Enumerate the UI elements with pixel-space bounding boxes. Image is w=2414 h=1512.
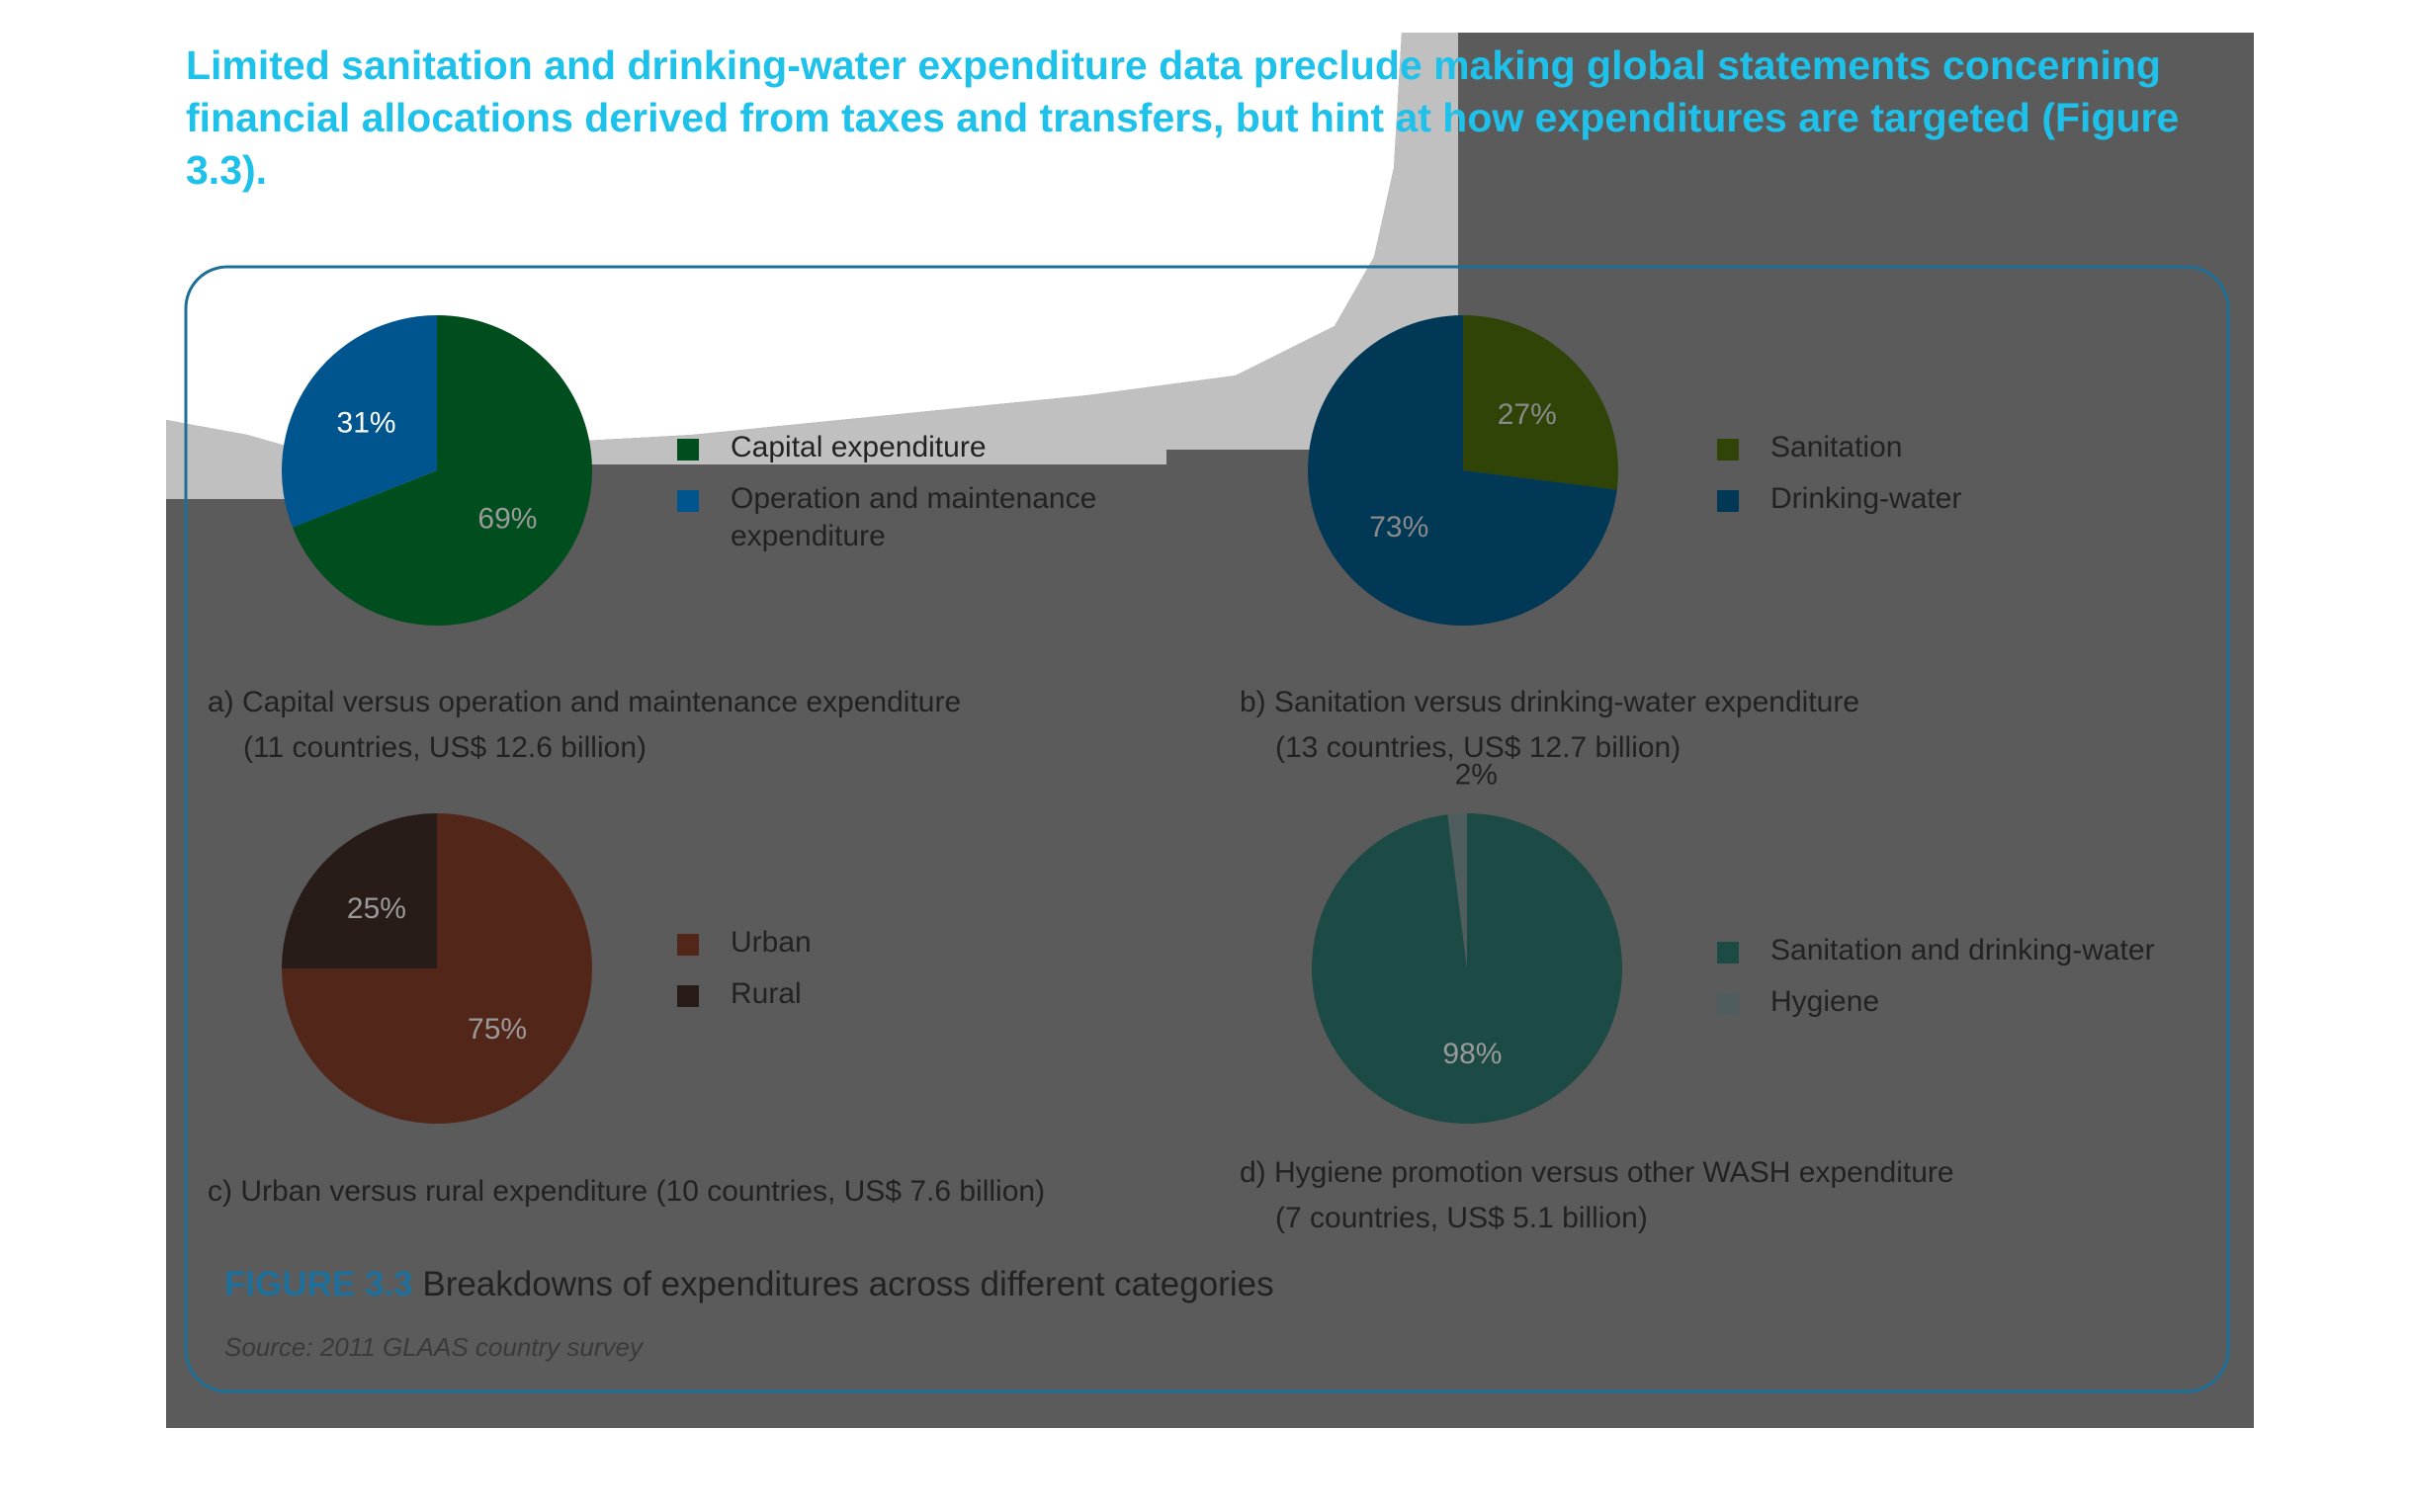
legend-swatch-om <box>677 490 699 512</box>
legend-item-urban: Urban <box>677 924 812 962</box>
pie-b-slice-0 <box>1463 315 1619 490</box>
legend-label-om: Operation and maintenance <box>731 482 1097 515</box>
legend-label-hygiene: Hygiene <box>1770 985 1880 1018</box>
legend-swatch-wash <box>1717 942 1739 964</box>
caption-c: c) Urban versus rural expenditure (10 co… <box>208 1169 1045 1215</box>
legend-c: Urban Rural <box>677 924 812 1027</box>
legend-item-hygiene: Hygiene <box>1717 983 2155 1021</box>
legend-label-rural: Rural <box>731 977 802 1010</box>
legend-item-rural: Rural <box>677 975 812 1013</box>
legend-swatch-urban <box>677 934 699 956</box>
caption-d: d) Hygiene promotion versus other WASH e… <box>1240 1150 1954 1241</box>
caption-a: a) Capital versus operation and maintena… <box>208 680 961 771</box>
legend-item-wash: Sanitation and drinking-water <box>1717 932 2155 969</box>
pie-a-slice-1-label: 31% <box>337 406 396 439</box>
pie-d-slice-1-label: 2% <box>1455 758 1498 791</box>
caption-a-line2: (11 countries, US$ 12.6 billion) <box>243 731 647 764</box>
figure-title: FIGURE 3.3 Breakdowns of expenditures ac… <box>224 1265 1274 1304</box>
legend-item-sanitation: Sanitation <box>1717 429 1961 466</box>
legend-swatch-rural <box>677 985 699 1007</box>
pie-a-slice-0-label: 69% <box>477 503 537 536</box>
intro-paragraph: Limited sanitation and drinking-water ex… <box>186 42 2180 193</box>
pie-b-slice-1 <box>1308 315 1617 627</box>
legend-label-urban: Urban <box>731 926 812 959</box>
legend-label-om-line2: expenditure <box>731 520 886 552</box>
caption-d-line1: d) Hygiene promotion versus other WASH e… <box>1240 1156 1954 1189</box>
legend-label-drinking-water: Drinking-water <box>1770 482 1962 515</box>
legend-item-drinking-water: Drinking-water <box>1717 480 1961 518</box>
caption-b-line2: (13 countries, US$ 12.7 billion) <box>1275 731 1681 764</box>
pie-d-slice-0 <box>1312 813 1623 1125</box>
pie-a-slice-0 <box>293 315 593 627</box>
legend-item-om: Operation and maintenance expenditure <box>677 480 1096 555</box>
caption-c-line1: c) Urban versus rural expenditure (10 co… <box>208 1175 1046 1208</box>
legend-swatch-drinking-water <box>1717 490 1739 512</box>
pie-c-slice-1 <box>282 813 437 968</box>
pie-d-slice-1 <box>1447 813 1467 968</box>
pie-b-slice-0-label: 27% <box>1498 398 1557 431</box>
legend-label-capital: Capital expenditure <box>731 431 987 463</box>
legend-label-sanitation: Sanitation <box>1770 431 1903 463</box>
pie-c-slice-0-label: 75% <box>468 1013 527 1046</box>
figure-title-text: Breakdowns of expenditures across differ… <box>422 1265 1274 1303</box>
legend-swatch-sanitation <box>1717 439 1739 461</box>
figure-number: FIGURE 3.3 <box>224 1265 413 1303</box>
figure-source: Source: 2011 GLAAS country survey <box>224 1332 643 1362</box>
caption-b-line1: b) Sanitation versus drinking-water expe… <box>1240 686 1859 718</box>
caption-a-line1: a) Capital versus operation and maintena… <box>208 686 962 718</box>
legend-a: Capital expenditure Operation and mainte… <box>677 429 1096 569</box>
legend-b: Sanitation Drinking-water <box>1717 429 1961 532</box>
legend-swatch-hygiene <box>1717 993 1739 1015</box>
pie-b-slice-1-label: 73% <box>1369 511 1428 544</box>
figure-frame <box>184 265 2230 1393</box>
legend-d: Sanitation and drinking-water Hygiene <box>1717 932 2155 1035</box>
pie-charts: 69% 31% 27% 73% 75% 25% 98% 2% <box>282 315 1623 1125</box>
legend-label-wash: Sanitation and drinking-water <box>1770 934 2155 966</box>
overlay-shape <box>166 33 2254 1428</box>
pie-d-slice-0-label: 98% <box>1442 1038 1502 1070</box>
legend-item-capital: Capital expenditure <box>677 429 1096 466</box>
pie-a-slice-1 <box>282 315 437 528</box>
caption-b: b) Sanitation versus drinking-water expe… <box>1240 680 1859 771</box>
pie-c-slice-1-label: 25% <box>347 892 406 925</box>
caption-d-line2: (7 countries, US$ 5.1 billion) <box>1275 1202 1648 1234</box>
overlay-white-area <box>186 33 1394 267</box>
legend-swatch-capital <box>677 439 699 461</box>
